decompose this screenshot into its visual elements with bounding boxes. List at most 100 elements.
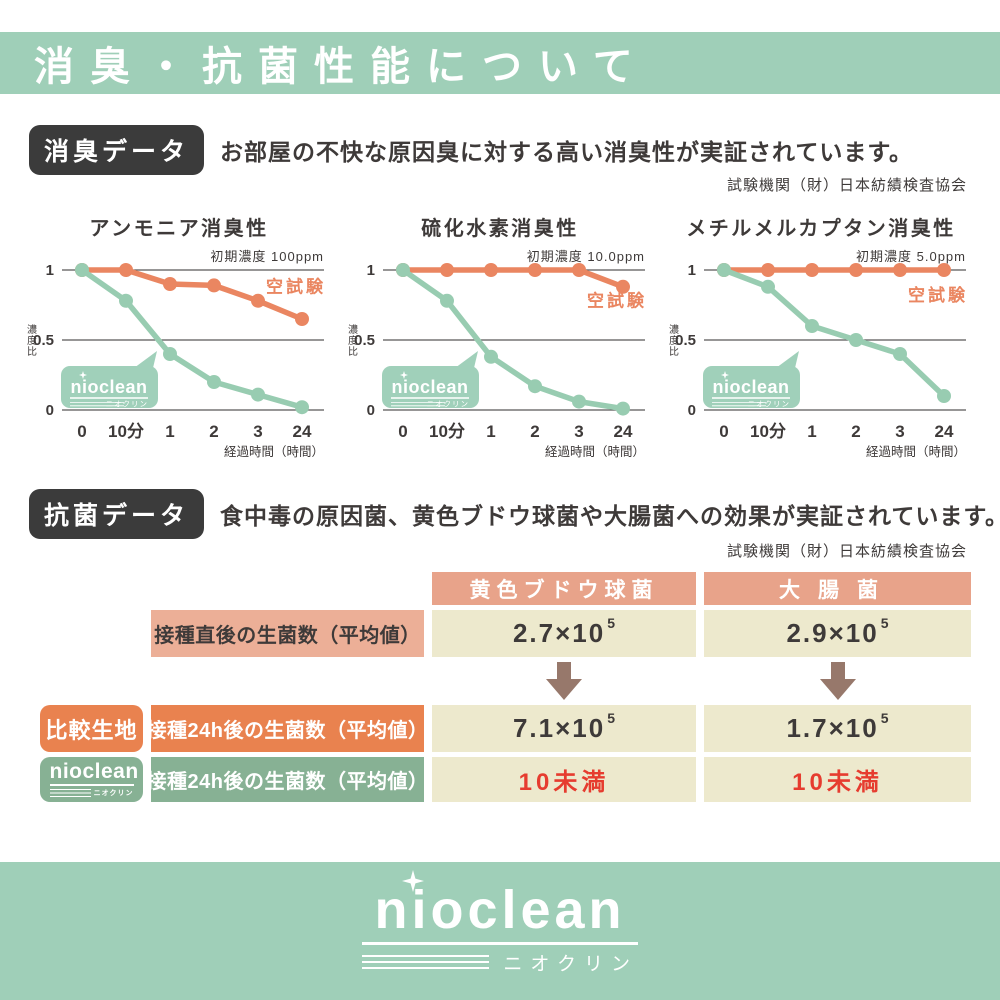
svg-text:比: 比 (348, 346, 358, 358)
svg-text:nioclean: nioclean (712, 377, 789, 397)
svg-text:1: 1 (165, 422, 174, 441)
sparkle-icon (402, 870, 424, 893)
svg-text:経過時間（時間）: 経過時間（時間） (866, 445, 966, 458)
svg-text:0: 0 (77, 422, 86, 441)
logo-lines (49, 789, 91, 797)
deodorant-testing-agency: 試験機関（財）日本紡績検査協会 (726, 177, 967, 194)
svg-text:2: 2 (209, 422, 218, 441)
svg-text:比: 比 (669, 346, 679, 358)
deodorant-section-header: 消臭データ お部屋の不快な原因臭に対する高い消臭性が実証されています。 (29, 125, 913, 175)
row-initial-label: 接種直後の生菌数（平均値） (151, 610, 424, 657)
cell-exponent: 5 (880, 709, 889, 726)
deodorant-charts-row: アンモニア消臭性 初期濃度 100ppm 1 0.5 0 濃度比 0 10分 1 2 3 24 経過時… (20, 214, 980, 458)
svg-text:3: 3 (574, 422, 583, 441)
footer-logo-underrow: ニオクリン (362, 949, 638, 976)
antibacterial-table: 黄色ブドウ球菌 大腸菌 接種直後の生菌数（平均値） 2.7×10 5 2.9×10… (40, 572, 971, 802)
nioclean-logo-underline: ニオクリン (49, 788, 134, 798)
svg-text:度: 度 (669, 334, 679, 347)
cell-comparison-ecoli: 1.7×10 5 (704, 705, 971, 752)
antibacterial-section-header: 抗菌データ 食中毒の原因菌、黄色ブドウ球菌や大腸菌への効果が実証されています。 (29, 489, 1000, 539)
chart-methyl-mercaptan-plot: 初期濃度 5.0ppm 1 0.5 0 濃度比 0 10分 1 2 3 24 経過時間（時間） nioc… (669, 249, 968, 458)
footer-sub-text: ニオクリン (503, 953, 638, 975)
svg-text:24: 24 (293, 422, 312, 441)
col-header-staphylococcus: 黄色ブドウ球菌 (432, 572, 696, 605)
svg-text:0: 0 (688, 402, 696, 419)
svg-text:0.5: 0.5 (675, 332, 696, 349)
cell-nioclean-staph: 10未満 (432, 757, 696, 802)
row-group-nioclean-logo: nioclean ニオクリン (40, 757, 143, 802)
svg-text:1: 1 (486, 422, 495, 441)
chart-ammonia-title: アンモニア消臭性 (89, 218, 269, 240)
svg-text:nioclean: nioclean (391, 377, 468, 397)
antibacterial-description: 食中毒の原因菌、黄色ブドウ球菌や大腸菌への効果が実証されています。 (220, 503, 1000, 529)
down-arrow-icon (819, 662, 856, 700)
svg-text:初期濃度 100ppm: 初期濃度 100ppm (210, 249, 324, 264)
nioclean-sub-text: ニオクリン (93, 790, 134, 797)
nioclean-bubble: nioclean ニオクリン (382, 351, 479, 409)
antibacterial-badge: 抗菌データ (29, 489, 205, 539)
svg-text:1: 1 (688, 262, 696, 279)
chart-hydrogen-sulfide-plot: 初期濃度 10.0ppm 1 0.5 0 濃度比 0 10分 1 2 3 24 経過時間（時間） nio… (348, 249, 647, 458)
cell-exponent: 5 (607, 709, 616, 726)
footer-logo-lines (362, 955, 490, 970)
svg-text:ニオクリン: ニオクリン (106, 400, 148, 409)
nioclean-brand-text: nioclean (49, 761, 138, 786)
svg-text:1: 1 (46, 262, 54, 279)
svg-text:1: 1 (367, 262, 375, 279)
page-title: 消臭・抗菌性能について (34, 45, 649, 89)
svg-text:0.5: 0.5 (33, 332, 54, 349)
svg-text:度: 度 (27, 334, 37, 347)
down-arrow-icon (546, 662, 582, 700)
svg-text:経過時間（時間）: 経過時間（時間） (224, 445, 324, 458)
svg-text:度: 度 (348, 334, 358, 347)
svg-text:10分: 10分 (750, 422, 786, 441)
cell-value: 2.9×10 (786, 618, 879, 648)
arrow-cell-staph (432, 662, 696, 700)
cell-comparison-staph: 7.1×10 5 (432, 705, 696, 752)
svg-text:ニオクリン: ニオクリン (748, 400, 790, 409)
chart-ammonia-plot: 初期濃度 100ppm 1 0.5 0 濃度比 0 10分 1 2 3 24 経過時間（時間） nioc… (27, 249, 324, 458)
svg-text:0: 0 (46, 402, 54, 419)
svg-text:2: 2 (851, 422, 860, 441)
chart-hydrogen-sulfide: 硫化水素消臭性 初期濃度 10.0ppm 1 0.5 0 濃度比 0 10分 1 2 3 24 経過時… (341, 214, 659, 458)
svg-text:0: 0 (367, 402, 375, 419)
chart-methyl-mercaptan-title: メチルメルカプタン消臭性 (686, 218, 956, 240)
nioclean-mini-logo: nioclean ニオクリン (49, 761, 138, 798)
svg-text:24: 24 (614, 422, 633, 441)
svg-text:空試験: 空試験 (587, 290, 647, 310)
footer-brand-text: nioclean (374, 880, 626, 941)
footer-logo-underline (362, 941, 638, 945)
svg-text:0.5: 0.5 (354, 332, 375, 349)
svg-text:ニオクリン: ニオクリン (427, 400, 469, 409)
svg-text:初期濃度 5.0ppm: 初期濃度 5.0ppm (856, 249, 966, 264)
deodorant-description: お部屋の不快な原因臭に対する高い消臭性が実証されています。 (220, 139, 914, 165)
svg-text:比: 比 (27, 346, 37, 358)
svg-text:24: 24 (935, 422, 954, 441)
cell-initial-staph: 2.7×10 5 (432, 610, 696, 657)
svg-text:初期濃度 10.0ppm: 初期濃度 10.0ppm (527, 249, 645, 264)
cell-value: 10未満 (518, 769, 610, 796)
svg-text:経過時間（時間）: 経過時間（時間） (545, 445, 645, 458)
deodorant-badge: 消臭データ (29, 125, 205, 175)
cell-value: 2.7×10 (512, 618, 606, 648)
nioclean-bubble: nioclean ニオクリン (703, 351, 800, 409)
chart-hydrogen-sulfide-title: 硫化水素消臭性 (421, 218, 579, 240)
row-nioclean-label: 接種24h後の生菌数（平均値） (147, 757, 428, 802)
svg-text:10分: 10分 (108, 422, 144, 441)
svg-text:空試験: 空試験 (908, 285, 968, 305)
svg-text:0: 0 (398, 422, 407, 441)
cell-value: 1.7×10 (786, 713, 879, 743)
svg-text:2: 2 (530, 422, 539, 441)
svg-text:nioclean: nioclean (70, 377, 147, 397)
svg-text:3: 3 (895, 422, 904, 441)
nioclean-bubble: nioclean ニオクリン (61, 351, 158, 409)
arrow-cell-ecoli (704, 662, 971, 700)
antibacterial-testing-agency: 試験機関（財）日本紡績検査協会 (726, 543, 967, 560)
row-group-comparison-fabric: 比較生地 (40, 705, 143, 752)
chart-ammonia: アンモニア消臭性 初期濃度 100ppm 1 0.5 0 濃度比 0 10分 1 2 3 24 経過時… (20, 214, 338, 458)
chart-methyl-mercaptan: メチルメルカプタン消臭性 初期濃度 5.0ppm 1 0.5 0 濃度比 0 10分 1 2 3 2… (662, 214, 980, 458)
footer-banner: nioclean ニオクリン (0, 862, 1000, 1000)
cell-initial-ecoli: 2.9×10 5 (704, 610, 971, 657)
svg-text:3: 3 (253, 422, 262, 441)
nioclean-footer-logo: nioclean ニオクリン (362, 870, 638, 976)
